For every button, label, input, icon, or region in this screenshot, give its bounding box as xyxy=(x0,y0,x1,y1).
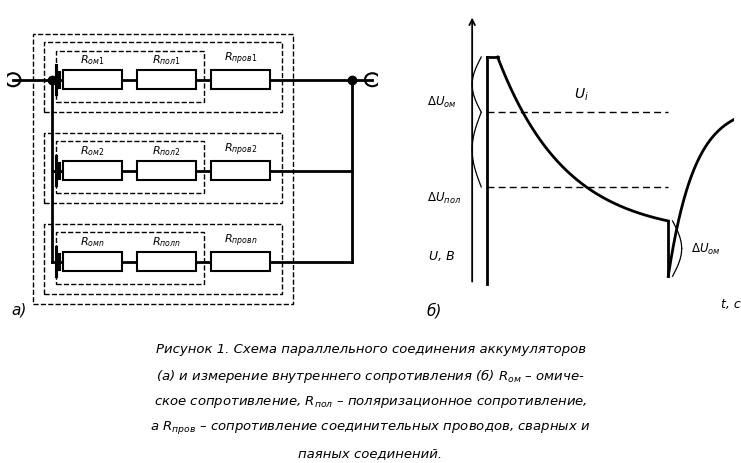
FancyBboxPatch shape xyxy=(137,71,196,90)
FancyBboxPatch shape xyxy=(137,252,196,272)
Text: $R_{пров1}$: $R_{пров1}$ xyxy=(224,50,258,67)
FancyBboxPatch shape xyxy=(63,162,122,181)
FancyBboxPatch shape xyxy=(63,71,122,90)
Text: паяных соединений.: паяных соединений. xyxy=(299,446,442,459)
FancyBboxPatch shape xyxy=(211,162,270,181)
Text: Рисунок 1. Схема параллельного соединения аккумуляторов: Рисунок 1. Схема параллельного соединени… xyxy=(156,343,585,356)
Text: а $R_{пров}$ – сопротивление соединительных проводов, сварных и: а $R_{пров}$ – сопротивление соединитель… xyxy=(150,418,591,435)
Text: $\Delta U_{ом}$: $\Delta U_{ом}$ xyxy=(691,242,720,257)
FancyBboxPatch shape xyxy=(63,252,122,272)
Text: $U_i$: $U_i$ xyxy=(574,87,588,103)
Text: $R_{полn}$: $R_{полn}$ xyxy=(152,235,182,249)
Text: $\Delta U_{пол}$: $\Delta U_{пол}$ xyxy=(427,191,461,206)
FancyBboxPatch shape xyxy=(211,252,270,272)
Text: $R_{ом1}$: $R_{ом1}$ xyxy=(80,53,105,67)
Text: ское сопротивление, $R_{пол}$ – поляризационное сопротивление,: ское сопротивление, $R_{пол}$ – поляриза… xyxy=(154,393,587,409)
Text: б): б) xyxy=(427,303,442,318)
Text: $R_{пол1}$: $R_{пол1}$ xyxy=(153,53,181,67)
Text: $R_{пров2}$: $R_{пров2}$ xyxy=(225,141,257,158)
Text: $\Delta U_{ом}$: $\Delta U_{ом}$ xyxy=(427,94,456,110)
Text: t, с: t, с xyxy=(721,298,741,311)
Text: $R_{омn}$: $R_{омn}$ xyxy=(80,235,105,249)
Text: (а) и измерение внутреннего сопротивления (б) $R_{ом}$ – омиче-: (а) и измерение внутреннего сопротивлени… xyxy=(156,366,585,384)
Text: U, В: U, В xyxy=(428,249,454,262)
Text: $R_{ом2}$: $R_{ом2}$ xyxy=(80,144,105,158)
Text: $R_{пол2}$: $R_{пол2}$ xyxy=(153,144,181,158)
FancyBboxPatch shape xyxy=(211,71,270,90)
Text: а): а) xyxy=(11,302,27,317)
FancyBboxPatch shape xyxy=(137,162,196,181)
Text: $R_{провn}$: $R_{провn}$ xyxy=(224,232,258,249)
